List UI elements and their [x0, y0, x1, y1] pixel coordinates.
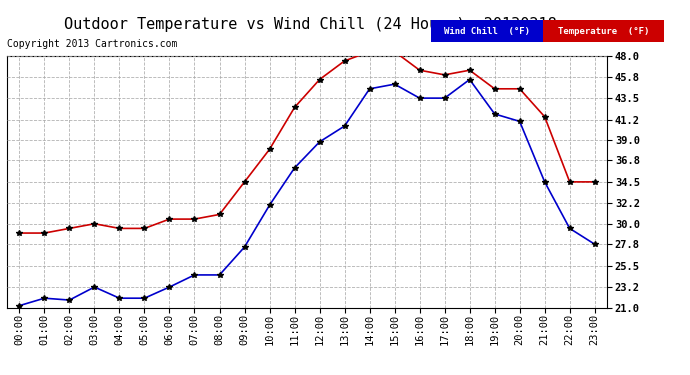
- Text: Copyright 2013 Cartronics.com: Copyright 2013 Cartronics.com: [7, 39, 177, 50]
- Text: Outdoor Temperature vs Wind Chill (24 Hours)  20130218: Outdoor Temperature vs Wind Chill (24 Ho…: [64, 17, 557, 32]
- Text: Temperature  (°F): Temperature (°F): [558, 27, 649, 36]
- Text: Wind Chill  (°F): Wind Chill (°F): [444, 27, 530, 36]
